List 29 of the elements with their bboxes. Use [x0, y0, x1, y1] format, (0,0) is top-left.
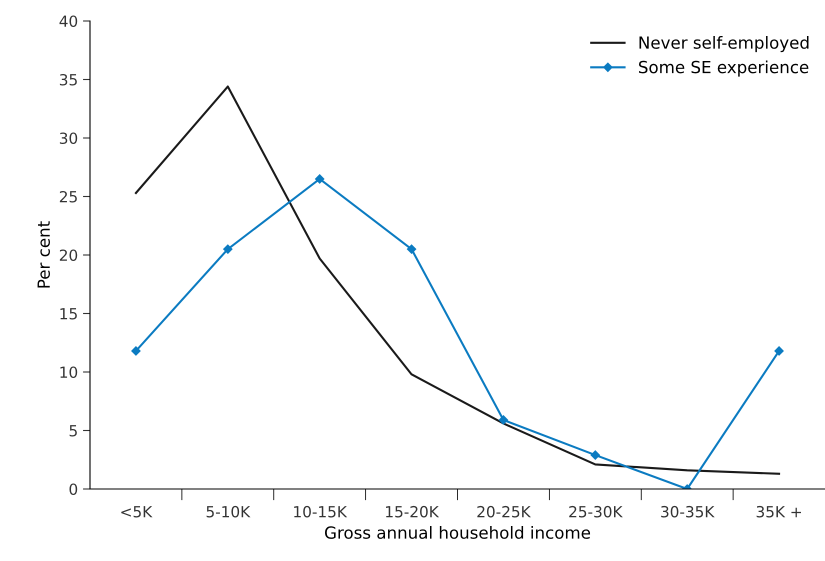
x-tick-label: 20-25K: [477, 506, 531, 518]
y-tick-label: 5: [70, 425, 77, 437]
x-tick-label: 5-10K: [206, 506, 250, 518]
y-tick-label: 10: [60, 366, 78, 378]
y-tick-label: 35: [60, 74, 77, 86]
x-tick-label: 15-20K: [386, 506, 440, 518]
x-tick-label: <5K: [121, 506, 153, 518]
x-tick-label: 25-30K: [569, 506, 623, 518]
y-axis-title: Per cent: [38, 221, 50, 288]
legend-label: Never self-employed: [640, 36, 808, 52]
line-series: [134, 85, 780, 475]
point: [498, 415, 508, 425]
point: [774, 346, 784, 356]
point: [406, 244, 416, 254]
y-tick-label: 0: [69, 483, 78, 496]
x-tick-label: 30-35K: [661, 506, 715, 518]
point: [131, 346, 141, 356]
x-tick-label: 10-15K: [294, 506, 348, 518]
point: [590, 450, 600, 460]
y-tick-label: 40: [60, 15, 78, 28]
point: [315, 174, 324, 184]
y-tick-label: 15: [60, 308, 77, 320]
y-tick-label: 20: [60, 249, 78, 262]
x-tick-label: 35K +: [756, 506, 801, 518]
y-tick-label: 25: [60, 190, 77, 203]
point: [223, 244, 232, 254]
y-tick-label: 30: [60, 132, 78, 144]
x-axis-title: Gross annual household income: [325, 526, 590, 539]
legend-label: Some SE experience: [638, 60, 808, 77]
